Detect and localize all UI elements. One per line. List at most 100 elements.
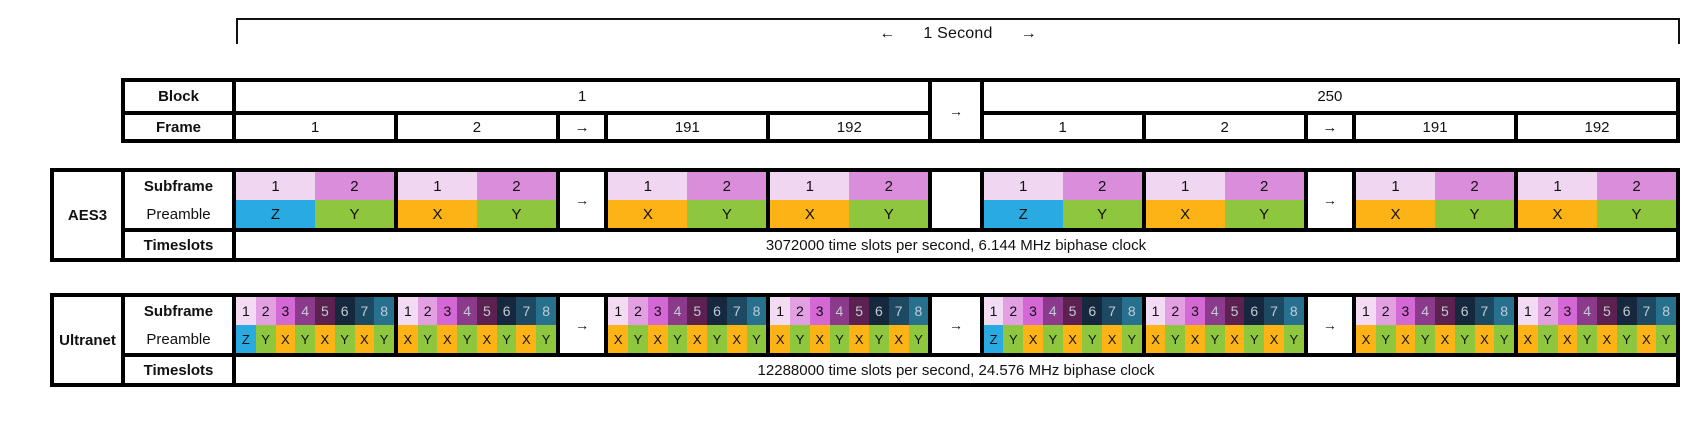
- subframe-number-cell: 1: [397, 297, 418, 325]
- block-250-column: 250 1 2 → 191 192: [983, 82, 1676, 139]
- frame-number-cell: 191: [1356, 115, 1515, 139]
- subframe-number-cell: 4: [1042, 297, 1063, 325]
- ultranet-frame-strip: 1 Z 2 Y 3 X 4 Y 5 X 6 Y 7 X 8 Y 1 X 2 Y 3 X 4 Y 5 X 6 Y 7 X 8 Y → 1 X 2 Y 3 X 4…: [236, 297, 1677, 353]
- subframe-number-cell: 5: [1435, 297, 1455, 325]
- preamble-cell: Y: [1224, 200, 1304, 228]
- subframe-number-cell: 7: [1474, 297, 1495, 325]
- preamble-cell: Y: [1616, 325, 1637, 353]
- preamble-cell: X: [1023, 325, 1043, 353]
- subframe-number-cell: 6: [1082, 297, 1103, 325]
- aes3-preamble-label: Preamble: [146, 205, 211, 223]
- preamble-cell: X: [608, 200, 688, 228]
- subframe-number-cell: 6: [1454, 297, 1475, 325]
- ultranet-preamble-label: Preamble: [146, 330, 211, 348]
- preamble-cell: X: [397, 200, 477, 228]
- subframe-number-cell: 1: [236, 297, 256, 325]
- frame-number-cell: 1: [236, 115, 394, 139]
- block-row-label: Block: [125, 82, 232, 111]
- preamble-cell: X: [1062, 325, 1083, 353]
- preamble-cell: Y: [314, 200, 394, 228]
- subframe-number-cell: 1: [983, 172, 1063, 200]
- subframe-number-cell: 3: [1557, 297, 1578, 325]
- subframe-number-cell: 8: [536, 297, 556, 325]
- subframe-number-cell: 2: [255, 297, 276, 325]
- subframe-number-cell: 8: [746, 297, 767, 325]
- subframe-number-cell: 3: [1395, 297, 1416, 325]
- preamble-cell: Y: [1121, 325, 1142, 353]
- subframe-number-cell: 7: [726, 297, 747, 325]
- aes3-frame-strip: 1 Z 2 Y 1 X 2 Y → 1 X 2 Y 1 X 2 Y 1 Z 2 Y 1 X 2 Y → 1 X 2 Y 1 X 2 Y: [236, 172, 1676, 228]
- subframe-number-cell: 3: [647, 297, 668, 325]
- preamble-cell: X: [1102, 325, 1122, 353]
- subframe-number-cell: 5: [315, 297, 335, 325]
- subframe-number-cell: 2: [628, 297, 648, 325]
- subframe-number-cell: 4: [295, 297, 315, 325]
- ultranet-timeslots-value: 12288000 time slots per second, 24.576 M…: [236, 357, 1676, 383]
- preamble-cell: X: [1224, 325, 1245, 353]
- preamble-cell: Y: [1435, 200, 1515, 228]
- frame-number-cell: 191: [608, 115, 767, 139]
- ultranet-subframe-preamble-labels: Subframe Preamble: [125, 297, 232, 353]
- subframe-number-cell: 3: [275, 297, 296, 325]
- frame-number-cell: 192: [1518, 115, 1676, 139]
- preamble-cell: X: [849, 325, 870, 353]
- preamble-cell: Y: [255, 325, 276, 353]
- preamble-cell: X: [1145, 200, 1225, 228]
- subframe-number-cell: 5: [1224, 297, 1245, 325]
- subframe-number-cell: 3: [809, 297, 830, 325]
- subframe-number-cell: 5: [1062, 297, 1083, 325]
- block-1-label-cell: 1: [236, 82, 929, 111]
- block-frame-label-column: Block Frame: [125, 82, 232, 139]
- preamble-cell: Y: [869, 325, 889, 353]
- subframe-number-cell: 2: [790, 297, 810, 325]
- subframe-number-cell: 7: [1264, 297, 1284, 325]
- preamble-cell: Y: [1003, 325, 1024, 353]
- subframe-number-cell: 5: [476, 297, 497, 325]
- subframe-number-cell: 6: [496, 297, 517, 325]
- subframe-number-cell: 6: [334, 297, 355, 325]
- preamble-cell: X: [1518, 325, 1538, 353]
- subframe-number-cell: 7: [354, 297, 375, 325]
- preamble-cell: X: [516, 325, 537, 353]
- ellipsis-arrow-cell: →: [1307, 297, 1353, 353]
- subframe-number-cell: 2: [849, 172, 929, 200]
- subframe-number-cell: 2: [1062, 172, 1142, 200]
- subframe-number-cell: 2: [417, 297, 438, 325]
- preamble-cell: X: [437, 325, 458, 353]
- preamble-cell: Z: [983, 200, 1063, 228]
- preamble-cell: X: [1435, 325, 1455, 353]
- subframe-number-cell: 8: [1121, 297, 1142, 325]
- ultranet-timeslots-label: Timeslots: [125, 357, 232, 383]
